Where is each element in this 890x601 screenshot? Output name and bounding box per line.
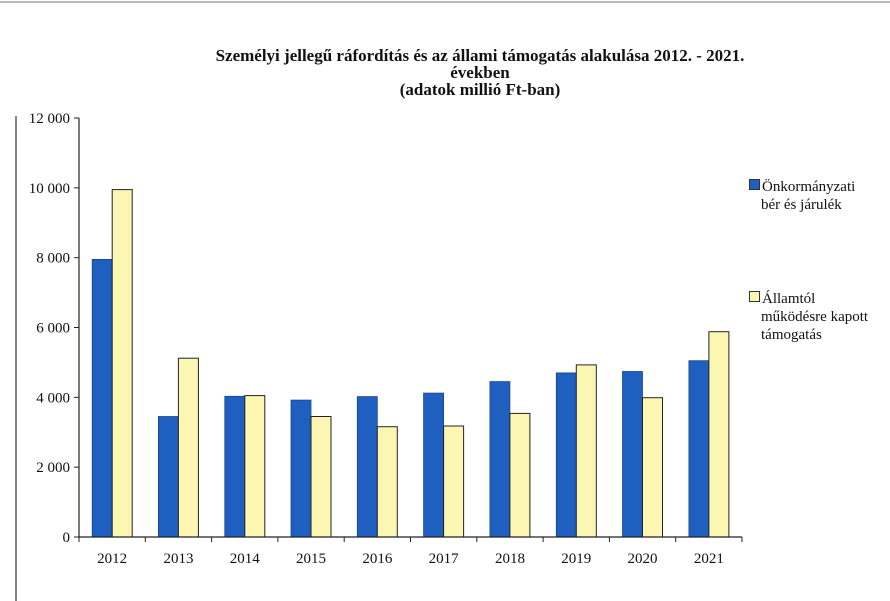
bars-layer	[91, 189, 730, 538]
bar-wages-2020	[622, 371, 643, 538]
bar-subsidy-2017	[443, 425, 465, 538]
bar-subsidy-2020	[642, 397, 663, 538]
legend-label-2b: működésre kapott	[761, 309, 869, 325]
y-tick-label-4: 8 000	[36, 251, 70, 267]
x-tick-label-2017: 2017	[429, 551, 460, 567]
bar-subsidy-2019	[575, 364, 597, 538]
bar-subsidy-2014	[244, 395, 266, 538]
x-tick-label-2021: 2021	[694, 551, 724, 567]
bar-subsidy-2015	[310, 416, 332, 538]
bar-wages-2019	[555, 372, 577, 538]
legend-label-1b: bér és járulék	[761, 197, 842, 213]
y-tick-label-0: 0	[63, 530, 71, 546]
x-tick-label-2016: 2016	[362, 551, 393, 567]
legend-swatch-blue	[749, 179, 760, 190]
x-tick-label-2012: 2012	[97, 551, 127, 567]
x-tick-label-2014: 2014	[230, 551, 261, 567]
y-tick-label-1: 2 000	[36, 460, 70, 476]
legend-item-series-1: Önkormányzati bér és járulék	[749, 178, 855, 214]
bar-wages-2014	[224, 395, 246, 538]
chart-title-line-3: (adatok millió Ft-ban)	[399, 80, 561, 99]
y-tick-label-2: 4 000	[36, 390, 70, 406]
bar-subsidy-2013	[177, 357, 199, 538]
legend-label-1a: Önkormányzati	[762, 179, 856, 195]
axes-layer: 0 2 000 4 000 6 000 8 000 10 000 12 000 2012 201…	[29, 111, 743, 567]
legend-label-2c: támogatás	[761, 327, 822, 343]
chart-title-line-1: Személyi jellegű ráfordítás és az állami…	[215, 46, 745, 65]
bar-wages-2018	[489, 381, 511, 538]
bar-wages-2015	[290, 399, 312, 538]
bar-subsidy-2018	[509, 412, 531, 538]
x-tick-label-2015: 2015	[296, 551, 326, 567]
chart-title-line-2: években	[450, 63, 510, 82]
bar-subsidy-2012	[111, 189, 133, 538]
bar-wages-2016	[356, 396, 378, 538]
x-tick-label-2019: 2019	[561, 551, 591, 567]
bar-wages-2012	[91, 258, 113, 538]
y-tick-label-3: 6 000	[36, 321, 70, 337]
bar-subsidy-2016	[376, 426, 398, 538]
x-tick-label-2018: 2018	[495, 551, 525, 567]
bar-wages-2013	[157, 416, 179, 538]
legend-label-2a: Államtól	[762, 291, 816, 307]
legend-swatch-yellow	[749, 291, 760, 302]
bar-wages-2017	[423, 392, 445, 538]
x-tick-label-2013: 2013	[163, 551, 193, 567]
x-tick-label-2020: 2020	[628, 551, 658, 567]
y-tick-label-5: 10 000	[29, 181, 70, 197]
bar-subsidy-2021	[708, 331, 730, 538]
bar-wages-2021	[688, 360, 710, 538]
y-tick-label-6: 12 000	[29, 111, 70, 127]
legend-item-series-2: Államtól működésre kapott támogatás	[749, 290, 868, 344]
